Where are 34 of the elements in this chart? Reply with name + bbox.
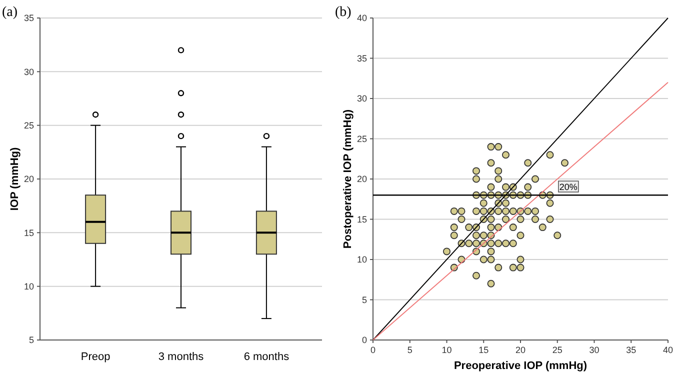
x-tick-label: 15: [478, 345, 489, 355]
y-tick-label: 10: [24, 281, 34, 292]
y-tick-label: 20: [356, 174, 367, 184]
x-tick-label: 40: [662, 345, 674, 355]
y-tick-label: 5: [362, 294, 367, 305]
y-tick-label: 10: [356, 254, 367, 265]
x-tick-label: 6 months: [244, 351, 290, 363]
chart-title: (a): [2, 5, 18, 20]
x-tick-label: Preop: [80, 351, 110, 363]
y-tick-label: 25: [24, 120, 34, 130]
y-tick-label: 15: [24, 228, 34, 238]
y-axis-title: Postoperative IOP (mmHg): [342, 109, 354, 249]
y-axis-title: IOP (mmHg): [9, 146, 21, 211]
x-tick-label: 5: [407, 345, 412, 355]
chart-title: (b): [335, 5, 352, 20]
y-tick-label: 30: [24, 66, 34, 77]
x-tick-label: 25: [552, 345, 562, 355]
annotation: 20%: [559, 182, 578, 192]
y-tick-label: 40: [356, 13, 367, 24]
x-tick-label: 35: [626, 345, 636, 355]
x-tick-label: 30: [589, 345, 600, 355]
x-tick-label: 20: [515, 345, 526, 355]
y-tick-label: 0: [362, 335, 367, 346]
y-tick-label: 20: [24, 174, 34, 184]
y-tick-label: 5: [28, 335, 34, 346]
y-tick-label: 25: [356, 134, 367, 144]
x-tick-label: 10: [442, 345, 452, 355]
y-tick-label: 35: [356, 53, 367, 64]
x-tick-label: 0: [370, 345, 376, 355]
x-tick-label: 3 months: [158, 351, 204, 363]
y-tick-label: 30: [356, 94, 367, 104]
y-tick-label: 15: [356, 214, 367, 224]
y-tick-label: 35: [24, 13, 34, 24]
x-axis-title: Preoperative IOP (mmHg): [454, 360, 588, 372]
